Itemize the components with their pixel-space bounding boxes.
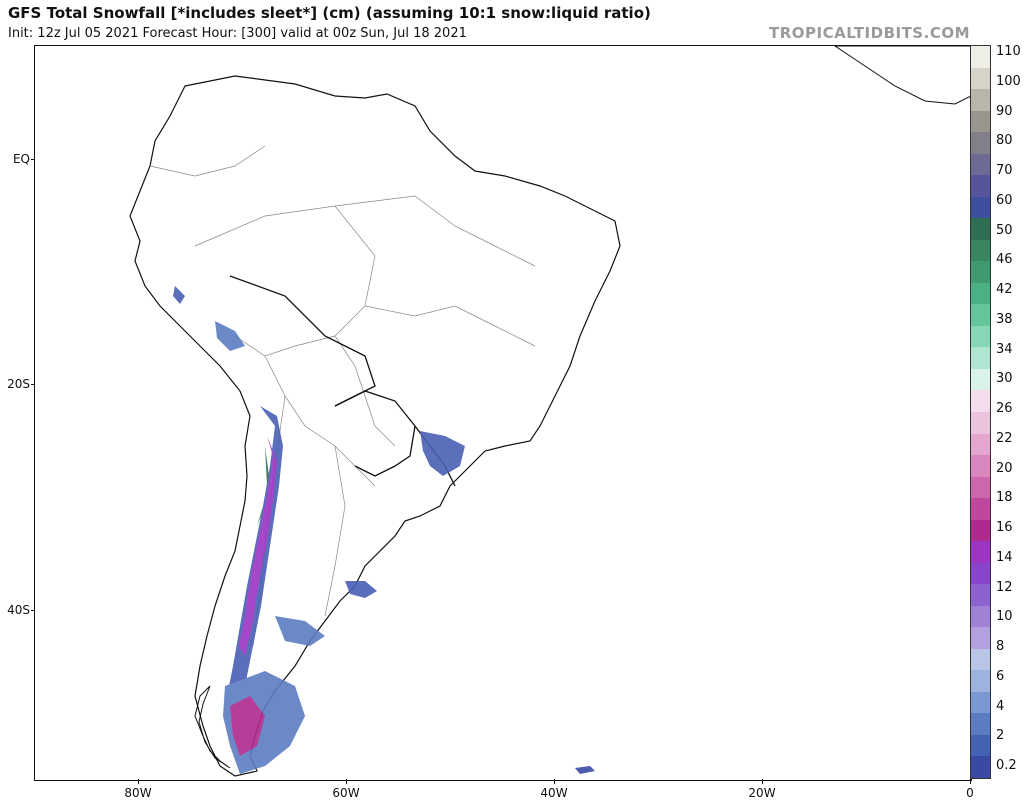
map-panel [34, 45, 972, 781]
lon-tick-40w [554, 779, 555, 784]
colorbar-cell [971, 175, 990, 198]
colorbar-cell [971, 691, 990, 714]
lat-label-eq: EQ [12, 152, 30, 166]
colorbar-cell [971, 325, 990, 348]
colorbar-cell [971, 196, 990, 219]
colorbar-label: 4 [996, 698, 1005, 714]
colorbar-label: 6 [996, 668, 1005, 684]
colorbar-cell [971, 132, 990, 155]
colorbar-label: 16 [996, 520, 1013, 535]
colorbar-label: 34 [996, 341, 1013, 357]
colorbar-label: 20 [996, 460, 1013, 476]
snow-southern-brazil [420, 431, 465, 476]
snow-argentina [345, 581, 377, 598]
colorbar-cell [971, 239, 990, 262]
colorbar-cell [971, 455, 990, 478]
lon-tick-80w [138, 779, 139, 784]
colorbar-cell [971, 347, 990, 370]
colorbar-label: 60 [996, 192, 1013, 208]
colorbar-cell [971, 648, 990, 671]
colorbar-label: 70 [996, 163, 1013, 178]
colorbar-label: 12 [996, 579, 1013, 595]
colorbar-cell [971, 153, 990, 176]
snowfall-areas [173, 286, 595, 774]
colorbar-cell [971, 605, 990, 628]
colorbar-cell [971, 304, 990, 327]
lat-label-20s: 20S [7, 377, 30, 391]
colorbar-cell [971, 713, 990, 736]
colorbar-cell [971, 476, 990, 499]
colorbar-cell [971, 562, 990, 585]
lon-label-40w: 40W [540, 786, 568, 800]
snow-andes-peak [257, 446, 269, 526]
colorbar-label: 14 [996, 549, 1013, 565]
lon-label-20w: 20W [748, 786, 776, 800]
map-title: GFS Total Snowfall [*includes sleet*] (c… [8, 4, 651, 22]
colorbar-cell [971, 110, 990, 133]
colorbar [970, 45, 991, 779]
colorbar-cell [971, 670, 990, 693]
colorbar-cell [971, 627, 990, 650]
colorbar-cell [971, 89, 990, 112]
colorbar-cell [971, 584, 990, 607]
lat-tick-eq [31, 159, 35, 160]
snow-south-georgia [575, 766, 595, 774]
colorbar-cell [971, 541, 990, 564]
colorbar-cell [971, 261, 990, 284]
lon-tick-20w [762, 779, 763, 784]
colorbar-cell [971, 412, 990, 435]
colorbar-cell [971, 756, 990, 779]
colorbar-cell [971, 734, 990, 757]
snow-andes-north [173, 286, 185, 304]
snow-patagonia-core [230, 696, 265, 756]
brand-watermark: TROPICALTIDBITS.COM [769, 24, 970, 42]
colorbar-label: 0.2 [996, 758, 1017, 773]
colorbar-cell [971, 218, 990, 241]
colorbar-label: 110 [996, 44, 1021, 59]
country-borders [149, 145, 536, 647]
colorbar-cell [971, 519, 990, 542]
lon-label-0: 0 [966, 786, 974, 800]
africa-coast [834, 46, 971, 105]
lon-label-80w: 80W [124, 786, 152, 800]
colorbar-label: 42 [996, 282, 1013, 297]
colorbar-label: 26 [996, 401, 1013, 416]
colorbar-label: 80 [996, 133, 1013, 149]
map-svg [129, 46, 971, 777]
colorbar-label: 90 [996, 103, 1013, 119]
colorbar-label: 2 [996, 728, 1005, 744]
colorbar-label: 18 [996, 490, 1013, 506]
colorbar-label: 10 [996, 609, 1013, 625]
colorbar-cell [971, 433, 990, 456]
lat-tick-40s [31, 610, 35, 611]
colorbar-cell [971, 46, 990, 69]
lon-label-60w: 60W [332, 786, 360, 800]
colorbar-label: 38 [996, 311, 1013, 327]
lon-tick-0 [970, 779, 971, 784]
colorbar-cell [971, 67, 990, 90]
colorbar-label: 8 [996, 639, 1005, 654]
snow-andes-core [239, 436, 277, 656]
lon-tick-60w [346, 779, 347, 784]
chile-coast-islands [194, 685, 231, 769]
colorbar-cell [971, 390, 990, 413]
colorbar-label: 46 [996, 252, 1013, 268]
colorbar-label: 22 [996, 430, 1013, 446]
colorbar-cell [971, 368, 990, 391]
colorbar-cell [971, 282, 990, 305]
colorbar-label: 30 [996, 371, 1013, 387]
colorbar-cell [971, 498, 990, 521]
lat-tick-20s [31, 384, 35, 385]
colorbar-label: 50 [996, 222, 1013, 238]
snow-patagonia-east [275, 616, 325, 646]
snow-bolivia [215, 321, 245, 351]
colorbar-label: 100 [996, 73, 1021, 89]
map-subtitle: Init: 12z Jul 05 2021 Forecast Hour: [30… [8, 26, 467, 41]
lat-label-40s: 40S [7, 603, 30, 617]
